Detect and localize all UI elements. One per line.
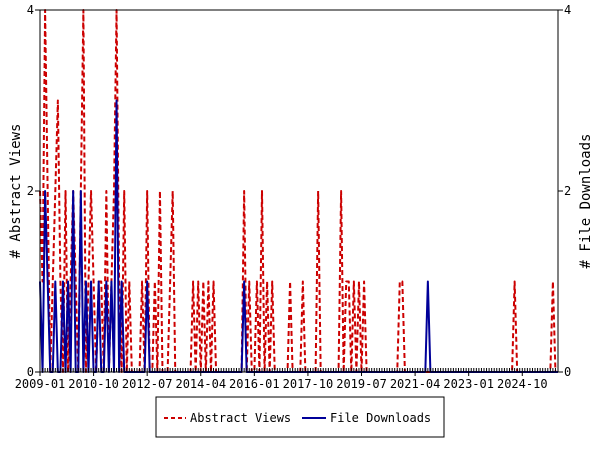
y-left-tick-label: 0 [27, 365, 34, 379]
y-right-tick-label: 0 [564, 365, 571, 379]
y-left-tick-label: 2 [27, 184, 34, 198]
legend-abstract-views-label: Abstract Views [190, 411, 291, 425]
x-tick-label: 2009-01 [15, 377, 66, 391]
x-tick-label: 2017-10 [283, 377, 334, 391]
y-axis-right-label: # File Downloads [578, 134, 594, 269]
legend-box [155, 396, 445, 438]
ticks-layer: 2009-01 2010-10 2012-07 2014-04 2016-01 2017-… [15, 3, 572, 391]
y-axis-left-label: # Abstract Views [8, 124, 24, 259]
y-right-tick-label: 4 [564, 3, 571, 17]
x-tick-label: 2023-01 [443, 377, 494, 391]
x-tick-label: 2019-07 [336, 377, 387, 391]
y-right-tick-label: 2 [564, 184, 571, 198]
x-axis-minor-ticks [39, 368, 559, 372]
x-tick-label: 2014-04 [175, 377, 226, 391]
y-left-tick-label: 4 [27, 3, 34, 17]
x-tick-label: 2021-04 [390, 377, 441, 391]
x-tick-label: 2024-10 [497, 377, 548, 391]
legend: Abstract Views File Downloads [155, 396, 445, 438]
x-tick-label: 2016-01 [229, 377, 280, 391]
x-tick-label: 2010-10 [68, 377, 119, 391]
legend-file-downloads-label: File Downloads [330, 411, 431, 425]
x-tick-label: 2012-07 [122, 377, 173, 391]
